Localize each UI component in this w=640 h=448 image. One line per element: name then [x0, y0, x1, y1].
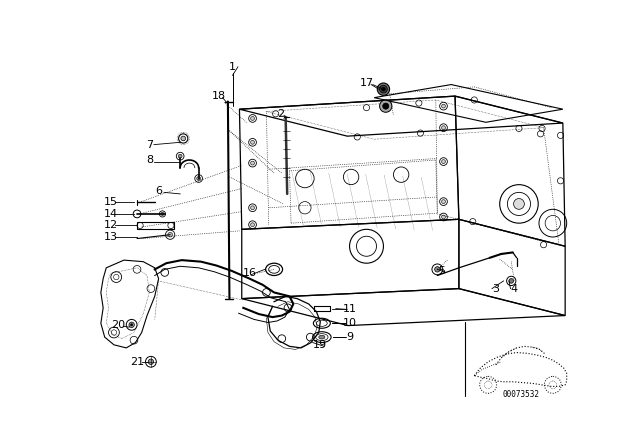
Circle shape: [196, 177, 200, 181]
Text: 00073532: 00073532: [502, 390, 539, 399]
Circle shape: [251, 140, 255, 144]
Text: 1: 1: [229, 62, 236, 72]
Circle shape: [168, 233, 172, 237]
Ellipse shape: [319, 335, 325, 339]
Text: 20: 20: [111, 320, 125, 330]
Text: 8: 8: [146, 155, 153, 165]
Text: 17: 17: [360, 78, 374, 88]
Circle shape: [381, 87, 385, 91]
Text: 7: 7: [146, 140, 153, 150]
Circle shape: [161, 212, 164, 215]
Circle shape: [129, 322, 134, 327]
Text: 19: 19: [313, 340, 328, 350]
Text: 11: 11: [342, 304, 356, 314]
Text: 5: 5: [438, 266, 445, 276]
Text: 10: 10: [342, 318, 356, 328]
Circle shape: [513, 198, 524, 209]
Circle shape: [442, 126, 445, 129]
Circle shape: [131, 323, 133, 326]
Circle shape: [251, 206, 255, 210]
Circle shape: [509, 279, 513, 283]
Text: 13: 13: [104, 232, 118, 242]
Circle shape: [442, 159, 445, 164]
Text: 4: 4: [511, 284, 518, 293]
Circle shape: [251, 161, 255, 165]
Text: 18: 18: [212, 91, 226, 101]
Circle shape: [181, 136, 186, 141]
Circle shape: [442, 200, 445, 203]
Text: 21: 21: [130, 357, 144, 367]
Circle shape: [380, 85, 387, 93]
Text: 14: 14: [104, 209, 118, 219]
Circle shape: [178, 154, 182, 158]
Text: 12: 12: [104, 220, 118, 230]
Circle shape: [383, 103, 389, 109]
Circle shape: [251, 116, 255, 121]
Circle shape: [378, 83, 390, 95]
Text: 6: 6: [155, 186, 162, 196]
Circle shape: [380, 100, 392, 112]
Text: 2: 2: [276, 109, 284, 119]
Circle shape: [435, 267, 440, 272]
Circle shape: [442, 104, 445, 108]
Text: 9: 9: [346, 332, 353, 342]
Circle shape: [442, 215, 445, 219]
Text: 3: 3: [492, 284, 499, 293]
Text: 15: 15: [104, 198, 118, 207]
Text: 16: 16: [243, 268, 257, 278]
Circle shape: [148, 359, 154, 365]
Circle shape: [251, 223, 255, 227]
